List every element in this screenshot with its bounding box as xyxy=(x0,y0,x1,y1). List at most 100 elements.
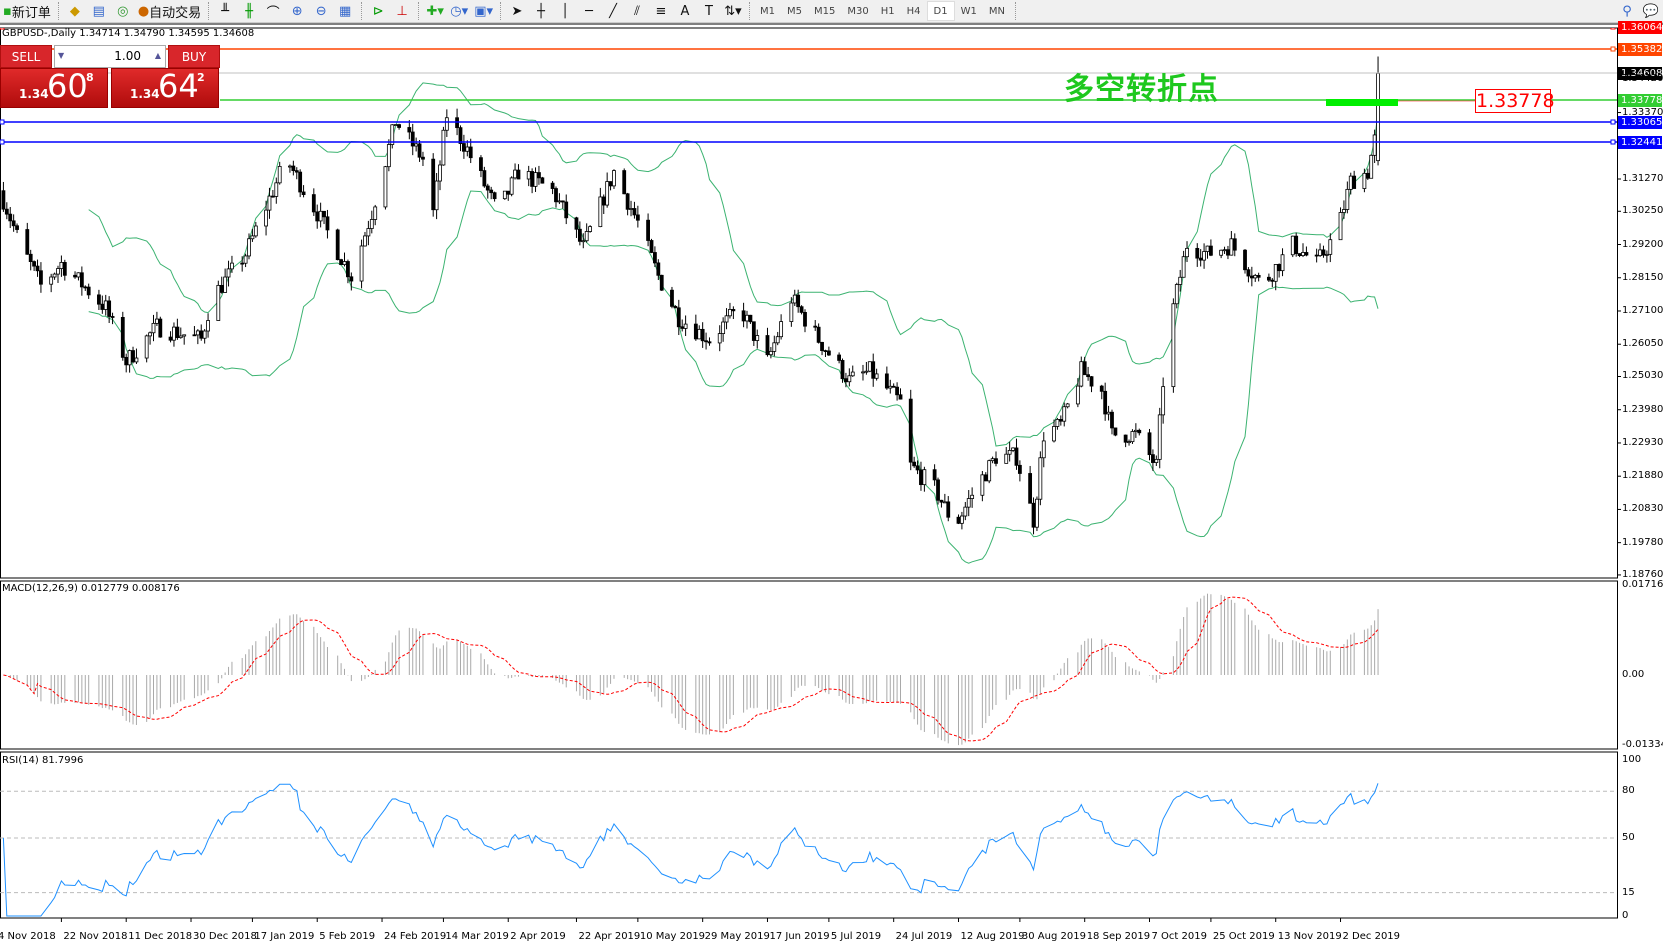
tile-windows-icon[interactable]: ▦ xyxy=(339,3,352,19)
candle-bull xyxy=(1348,175,1353,190)
templates-icon[interactable]: ▣▾ xyxy=(474,3,493,19)
candle-bear xyxy=(28,253,33,262)
candle-bull xyxy=(792,294,797,304)
candle-bull xyxy=(557,200,562,203)
lot-increase-icon[interactable]: ▲ xyxy=(154,51,161,60)
candle-bear xyxy=(646,219,650,241)
signal-icon[interactable]: ◎ xyxy=(117,3,129,19)
gold-icon[interactable]: ◆ xyxy=(69,3,80,19)
candle-bear xyxy=(485,185,490,191)
rsi-label: RSI(14) 81.7996 xyxy=(2,755,84,766)
candle-bear xyxy=(110,316,115,318)
separator xyxy=(418,2,420,20)
main-panel-frame xyxy=(0,27,1618,579)
price-tag[interactable]: 1.33778 xyxy=(1618,94,1662,107)
candle-bull xyxy=(922,469,927,486)
ask-price-box[interactable]: 1.34 64 2 xyxy=(111,67,219,108)
timeframe-m5[interactable]: M5 xyxy=(787,5,802,17)
candle-bull xyxy=(438,164,442,182)
candle-bull xyxy=(775,336,780,344)
autoscroll-icon[interactable]: ⊥ xyxy=(396,3,408,19)
candle-bull xyxy=(195,330,200,336)
rsi-tick-label: 0 xyxy=(1622,910,1629,921)
price-tag[interactable]: 1.35382 xyxy=(1618,43,1662,56)
fibonacci-icon[interactable]: ≡ xyxy=(655,3,667,19)
candle-bull xyxy=(768,350,773,356)
candle-bear xyxy=(461,143,466,152)
candle-bull xyxy=(847,375,852,383)
candle-bull xyxy=(247,238,251,257)
arrows-icon[interactable]: ⇅▾ xyxy=(724,3,742,19)
candle-bull xyxy=(1052,426,1056,442)
main-plot xyxy=(0,28,1617,564)
candle-bear xyxy=(25,229,30,255)
price-tag[interactable]: 1.34608 xyxy=(1618,67,1662,80)
timeframe-h4[interactable]: H4 xyxy=(906,5,921,17)
price-tick-label: 1.18760 xyxy=(1622,568,1663,580)
candle-bull xyxy=(1345,188,1350,210)
bar-chart-icon[interactable]: ╨ xyxy=(221,3,230,19)
timeframe-m15[interactable]: M15 xyxy=(814,5,836,17)
price-tag[interactable]: 1.36064 xyxy=(1618,21,1662,34)
text-label-icon[interactable]: T xyxy=(705,3,713,19)
text-icon[interactable]: A xyxy=(680,3,690,19)
sell-button[interactable]: SELL xyxy=(0,45,52,68)
timeframe-mn[interactable]: MN xyxy=(988,5,1005,17)
periods-icon[interactable]: ◷▾ xyxy=(450,3,469,19)
lot-size-input[interactable]: ▼ 1.00 ▲ xyxy=(54,45,166,68)
candle-bull xyxy=(1154,458,1159,463)
candle-bear xyxy=(86,286,91,296)
timeframe-w1[interactable]: W1 xyxy=(960,5,977,17)
candle-bull xyxy=(1372,134,1377,156)
date-label: 11 Dec 2018 xyxy=(128,931,193,942)
line-chart-icon[interactable]: ⌒ xyxy=(266,5,280,21)
annotation-text[interactable]: 多空转折点 xyxy=(1064,72,1219,107)
date-label: 24 Feb 2019 xyxy=(384,931,447,942)
horizontal-line-icon[interactable]: ─ xyxy=(585,3,593,19)
timeframe-m1[interactable]: M1 xyxy=(760,5,775,17)
trendline-icon[interactable]: ╱ xyxy=(609,3,617,19)
candle-bear xyxy=(73,274,77,278)
candle-bull xyxy=(779,321,784,338)
candle-bear xyxy=(1304,252,1309,256)
candle-bear xyxy=(895,386,899,396)
new-order-button[interactable]: ▪ 新订单 xyxy=(3,3,51,21)
lot-decrease-icon[interactable]: ▼ xyxy=(58,51,65,60)
annotation-price-label[interactable]: 1.33778 xyxy=(1475,89,1555,113)
timeframe-h1[interactable]: H1 xyxy=(880,5,895,17)
candle-bull xyxy=(444,117,449,131)
candle-bear xyxy=(417,143,422,158)
chat-icon[interactable]: 💬 xyxy=(1642,3,1660,19)
buy-button[interactable]: BUY xyxy=(168,45,220,68)
candle-bull xyxy=(772,342,777,352)
crosshair-icon[interactable]: ┼ xyxy=(537,3,545,19)
candle-bear xyxy=(796,294,801,308)
equidistant-channel-icon[interactable]: ⫽ xyxy=(634,3,640,19)
timeframe-m30[interactable]: M30 xyxy=(847,5,869,17)
candle-bear xyxy=(936,479,940,501)
candle-bull xyxy=(390,124,395,145)
bid-price-box[interactable]: 1.34 60 8 xyxy=(0,67,108,108)
zoom-out-icon[interactable]: ⊖ xyxy=(315,3,327,19)
indicators-icon[interactable]: ✚▾ xyxy=(426,3,444,19)
cursor-icon[interactable]: ➤ xyxy=(511,3,523,19)
candle-bear xyxy=(813,325,818,328)
date-label: 24 Jul 2019 xyxy=(895,931,953,942)
market-watch-icon[interactable]: ▤ xyxy=(92,3,105,19)
zoom-in-icon[interactable]: ⊕ xyxy=(291,3,303,19)
candlestick-icon[interactable]: ╫ xyxy=(245,3,254,19)
candle-bull xyxy=(1011,447,1015,451)
date-label: 10 May 2019 xyxy=(639,931,706,942)
candle-bear xyxy=(653,252,657,264)
price-tag[interactable]: 1.32441 xyxy=(1618,136,1662,149)
auto-trading-button[interactable]: ● 自动交易 xyxy=(137,3,202,21)
candle-bear xyxy=(1198,257,1203,261)
chart-shift-icon[interactable]: ⊳ xyxy=(372,3,384,19)
candle-bull xyxy=(144,335,149,359)
candle-bull xyxy=(1174,284,1179,305)
vertical-line-icon[interactable]: │ xyxy=(561,3,569,19)
price-tag[interactable]: 1.33065 xyxy=(1618,116,1662,129)
timeframe-d1[interactable]: D1 xyxy=(926,1,955,21)
search-icon[interactable]: ⚲ xyxy=(1622,3,1632,19)
